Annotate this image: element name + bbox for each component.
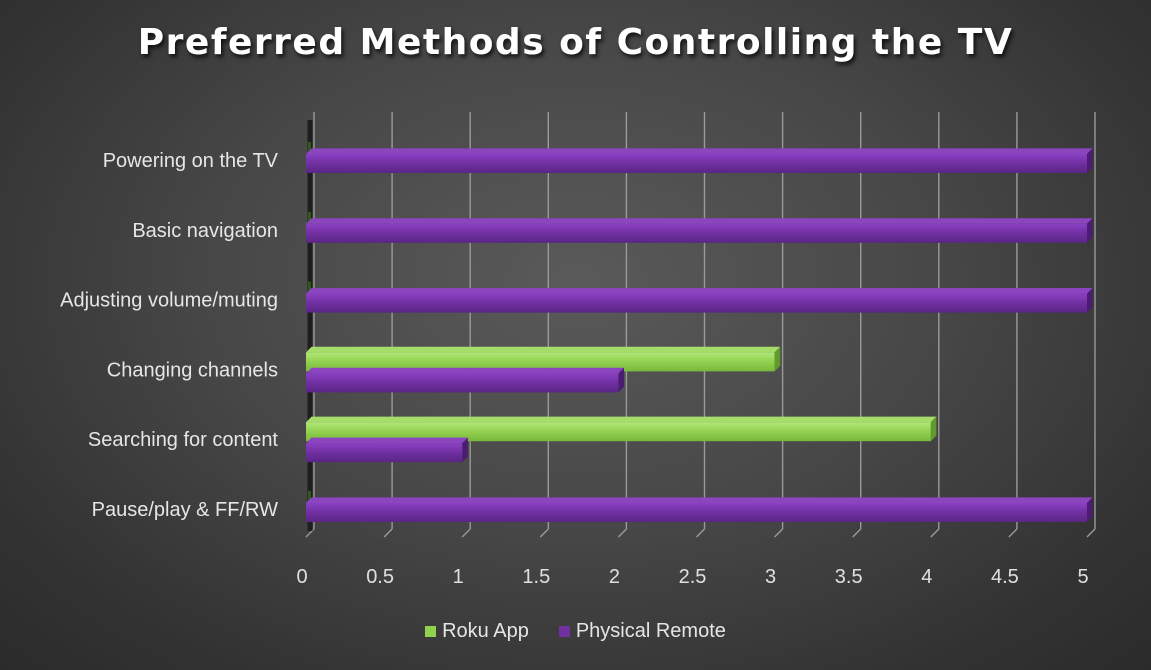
bar-physical-remote xyxy=(306,497,1093,522)
bar-roku-app-top xyxy=(306,346,781,353)
bar-physical-remote xyxy=(306,367,624,393)
bar-physical-remote-side xyxy=(618,367,624,393)
bar-physical-remote-top xyxy=(306,497,1093,503)
x-tick-label: 0.5 xyxy=(366,566,394,588)
bar-roku-app xyxy=(308,491,311,507)
bar-physical-remote-top xyxy=(306,367,624,374)
category-label: Searching for content xyxy=(88,429,279,451)
category-label: Pause/play & FF/RW xyxy=(92,499,278,521)
gridline-depth xyxy=(617,528,627,538)
bar-physical-remote xyxy=(306,437,468,463)
bar-physical-remote-side xyxy=(1087,288,1093,313)
bar-physical-remote-top xyxy=(306,218,1093,224)
gridline-depth xyxy=(774,528,784,538)
bar-roku-app xyxy=(306,416,937,442)
gridline-depth xyxy=(1008,528,1018,538)
x-tick-label: 3.5 xyxy=(835,566,863,588)
gridline-depth xyxy=(305,528,315,538)
gridline-depth xyxy=(696,528,705,538)
bar-roku-app xyxy=(308,142,311,158)
gridline-depth xyxy=(539,528,549,538)
category-label: Changing channels xyxy=(107,359,278,381)
x-tick-label: 2.5 xyxy=(679,566,707,588)
bar-physical-remote-front xyxy=(306,373,619,393)
legend: Roku App Physical Remote xyxy=(0,620,1151,643)
bar-roku-app-front xyxy=(306,352,775,372)
category-label: Powering on the TV xyxy=(103,150,279,172)
bar-physical-remote-front xyxy=(306,223,1087,243)
legend-item-roku-app[interactable]: Roku App xyxy=(425,620,529,643)
x-tick-label: 3 xyxy=(765,566,776,588)
x-tick-label: 2 xyxy=(609,566,620,588)
bar-physical-remote-front xyxy=(306,154,1087,173)
bar-roku-app-top xyxy=(306,416,937,423)
legend-swatch-physical-remote xyxy=(558,626,570,637)
bar-physical-remote-top xyxy=(306,437,468,444)
bar-physical-remote-side xyxy=(1087,148,1093,173)
x-tick-label: 4 xyxy=(921,566,932,588)
bar-roku-app xyxy=(306,346,781,372)
bar-roku-app-side xyxy=(774,346,781,372)
legend-label-roku-app: Roku App xyxy=(442,620,529,642)
bar-physical-remote xyxy=(306,218,1093,243)
gridline-depth xyxy=(383,528,393,538)
bar-physical-remote-top xyxy=(306,148,1093,154)
category-label: Basic navigation xyxy=(132,220,278,242)
x-tick-label: 1 xyxy=(453,566,464,588)
category-label: Adjusting volume/muting xyxy=(60,290,278,312)
gridline-depth xyxy=(461,528,471,538)
bar-physical-remote-front xyxy=(306,443,463,463)
gridline-depth xyxy=(930,528,940,538)
bar-physical-remote-side xyxy=(462,437,468,463)
x-tick-label: 1.5 xyxy=(522,566,550,588)
bar-physical-remote-top xyxy=(306,288,1093,294)
bar-physical-remote xyxy=(306,288,1093,313)
legend-item-physical-remote[interactable]: Physical Remote xyxy=(558,620,726,643)
legend-swatch-roku-app xyxy=(425,626,437,637)
x-tick-label: 5 xyxy=(1077,566,1088,588)
bars xyxy=(306,142,1093,522)
labels: 0 0.5 1 1.5 2 2.5 3 3.5 4 4.5 5 Powering on the TV B… xyxy=(60,150,1088,588)
bar-roku-app xyxy=(308,281,311,298)
x-tick-label: 4.5 xyxy=(991,566,1019,588)
gridline-depth xyxy=(1086,528,1096,538)
bar-physical-remote-front xyxy=(306,503,1087,522)
bar-physical-remote-side xyxy=(1087,218,1093,243)
bar-roku-app-front xyxy=(306,422,931,442)
gridline-depth xyxy=(852,528,862,538)
bar-physical-remote-front xyxy=(306,293,1087,313)
bar-roku-app-side xyxy=(930,416,937,442)
chart-title: Preferred Methods of Controlling the TV xyxy=(137,22,1014,63)
bar-roku-app xyxy=(308,211,311,228)
x-tick-label: 0 xyxy=(296,566,307,588)
legend-label-physical-remote: Physical Remote xyxy=(575,620,726,642)
gridlines xyxy=(305,112,1096,538)
bar-physical-remote-side xyxy=(1087,497,1093,522)
bar-physical-remote xyxy=(306,148,1093,173)
